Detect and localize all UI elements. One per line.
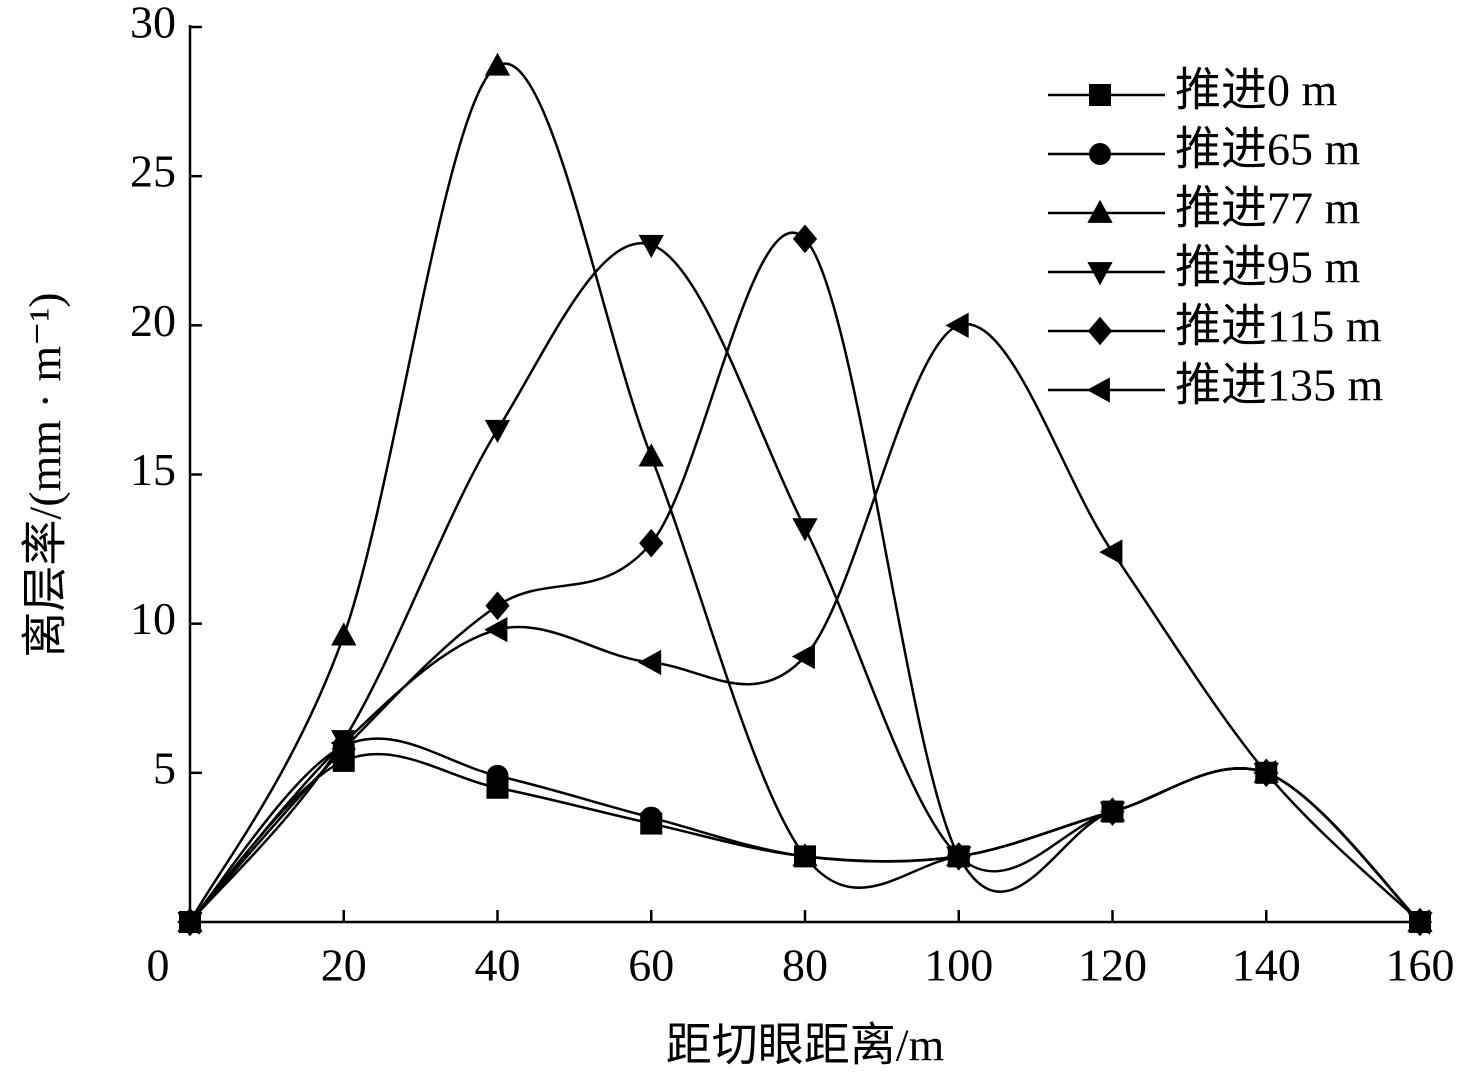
- marker: [1100, 797, 1125, 826]
- marker: [639, 528, 664, 558]
- marker: [1253, 760, 1277, 786]
- legend-label: 推进0 m: [1175, 65, 1338, 116]
- series-line: [189, 231, 1421, 923]
- marker: [484, 419, 511, 443]
- legend-label: 推进95 m: [1175, 242, 1361, 293]
- marker: [638, 234, 664, 258]
- marker: [945, 312, 969, 338]
- marker: [1406, 909, 1430, 935]
- legend-label: 推进135 m: [1175, 360, 1384, 411]
- marker: [330, 730, 354, 756]
- legend-label: 推进65 m: [1175, 124, 1361, 175]
- y-tick-label: 5: [153, 742, 176, 793]
- legend-label: 推进115 m: [1175, 301, 1382, 352]
- marker: [791, 643, 815, 670]
- y-tick-label: 15: [130, 444, 176, 495]
- marker: [792, 843, 818, 867]
- x-tick-label: 40: [475, 940, 521, 991]
- marker: [1087, 199, 1113, 223]
- marker: [486, 764, 509, 787]
- x-tick-label: 120: [1078, 940, 1147, 991]
- marker: [176, 909, 200, 935]
- marker: [1086, 377, 1110, 403]
- y-tick-label: 30: [130, 0, 176, 48]
- marker: [484, 616, 508, 643]
- marker: [638, 443, 664, 467]
- marker: [1087, 316, 1113, 346]
- marker: [1099, 539, 1123, 565]
- y-tick-label: 20: [130, 295, 176, 346]
- marker: [1089, 84, 1111, 106]
- marker: [485, 591, 510, 621]
- y-tick-label: 10: [130, 593, 176, 644]
- x-tick-label: 160: [1386, 940, 1455, 991]
- x-tick-label: 60: [628, 940, 674, 991]
- series-line: [189, 322, 1421, 923]
- marker: [946, 842, 971, 871]
- marker: [484, 52, 511, 76]
- legend-label: 推进77 m: [1175, 183, 1361, 234]
- series-line: [189, 737, 1421, 923]
- x-tick-label: 140: [1232, 940, 1301, 991]
- marker: [331, 622, 357, 646]
- marker: [1089, 143, 1111, 165]
- series-line: [189, 752, 1421, 923]
- x-axis-label: 距切眼距离/m: [666, 1020, 945, 1071]
- marker: [638, 649, 662, 676]
- x-tick-label: 20: [321, 940, 367, 991]
- marker: [792, 518, 818, 542]
- marker: [640, 806, 663, 829]
- marker: [1087, 262, 1113, 286]
- y-tick-label: 25: [130, 146, 176, 197]
- x-tick-label: 0: [147, 940, 170, 991]
- x-tick-label: 100: [924, 940, 993, 991]
- marker: [792, 224, 818, 254]
- y-axis-label: 离层率/(mm · m⁻¹): [20, 292, 71, 657]
- x-tick-label: 80: [782, 940, 828, 991]
